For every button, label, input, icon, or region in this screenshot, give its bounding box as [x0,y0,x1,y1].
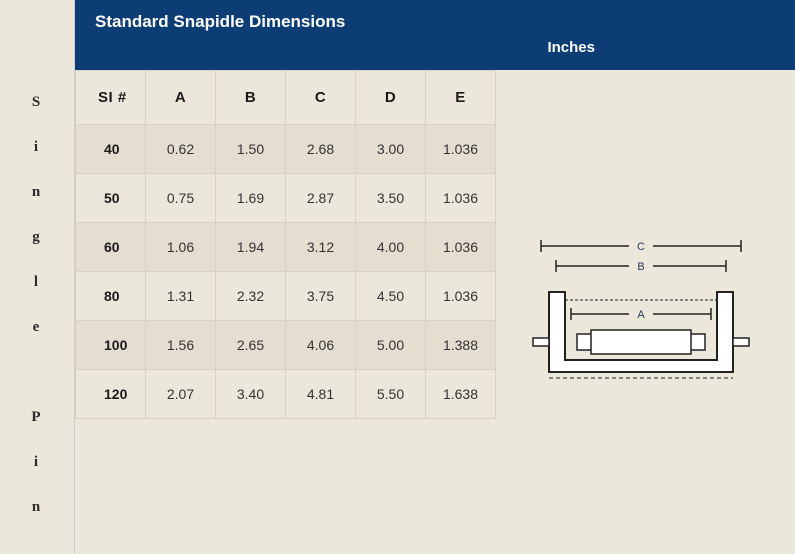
table-cell: 1.388 [426,321,496,370]
table-cell: 1.036 [426,125,496,174]
table-cell: 2.87 [286,174,356,223]
sidebar-char: n [31,170,42,215]
sidebar-char: i [31,125,42,170]
sidebar: Single Pin [0,0,75,554]
header-title: Standard Snapidle Dimensions [95,12,345,32]
table-row: 400.621.502.683.001.036 [76,125,496,174]
column-header: A [146,71,216,125]
table-cell: 1.50 [216,125,286,174]
table-cell: 3.12 [286,223,356,272]
main-column: Standard Snapidle Dimensions Inches SI #… [75,0,795,554]
dim-label-A: A [637,309,645,321]
table-cell: 40 [76,125,146,174]
sidebar-char: l [31,260,42,305]
table-cell: 100 [76,321,146,370]
sidebar-char: S [31,80,42,125]
table-cell: 3.00 [356,125,426,174]
table-cell: 80 [76,272,146,321]
table-cell: 2.07 [146,370,216,419]
sidebar-label: Single Pin [31,80,42,554]
table-cell: 2.68 [286,125,356,174]
table-row: 500.751.692.873.501.036 [76,174,496,223]
table-cell: 1.94 [216,223,286,272]
sidebar-char: n [31,485,42,530]
diagram-wrap: C B A [496,70,795,554]
table-cell: 1.56 [146,321,216,370]
sidebar-char: i [31,440,42,485]
table-cell: 1.036 [426,223,496,272]
table-cell: 2.65 [216,321,286,370]
column-header: E [426,71,496,125]
table-body: 400.621.502.683.001.036500.751.692.873.5… [76,125,496,419]
table-row: 601.061.943.124.001.036 [76,223,496,272]
table-header-row: SI #ABCDE [76,71,496,125]
table-row: 1001.562.654.065.001.388 [76,321,496,370]
table-row: 801.312.323.754.501.036 [76,272,496,321]
sidebar-char: P [31,395,42,440]
table-cell: 1.69 [216,174,286,223]
dim-label-C: C [637,241,645,253]
dimension-diagram: C B A [521,222,761,402]
table-row: 1202.073.404.815.501.638 [76,370,496,419]
table-cell: 60 [76,223,146,272]
table-cell: 1.036 [426,174,496,223]
header-units: Inches [547,39,595,56]
content-row: SI #ABCDE 400.621.502.683.001.036500.751… [75,70,795,554]
column-header: C [286,71,356,125]
dim-label-B: B [637,261,644,273]
sidebar-char: e [31,305,42,350]
column-header: SI # [76,71,146,125]
table-cell: 5.00 [356,321,426,370]
table-cell: 50 [76,174,146,223]
table-cell: 0.62 [146,125,216,174]
table-cell: 1.638 [426,370,496,419]
table-cell: 4.06 [286,321,356,370]
table-cell: 2.32 [216,272,286,321]
dimensions-table: SI #ABCDE 400.621.502.683.001.036500.751… [75,70,496,419]
table-cell: 5.50 [356,370,426,419]
sidebar-char [31,350,42,395]
table-cell: 1.31 [146,272,216,321]
table-cell: 3.50 [356,174,426,223]
table-cell: 3.40 [216,370,286,419]
table-cell: 4.00 [356,223,426,272]
table-cell: 4.50 [356,272,426,321]
page-container: Single Pin Standard Snapidle Dimensions … [0,0,795,554]
table-cell: 120 [76,370,146,419]
table-cell: 0.75 [146,174,216,223]
sidebar-char: g [31,215,42,260]
table-cell: 3.75 [286,272,356,321]
dimensions-table-wrap: SI #ABCDE 400.621.502.683.001.036500.751… [75,70,496,554]
table-cell: 1.036 [426,272,496,321]
table-cell: 1.06 [146,223,216,272]
column-header: B [216,71,286,125]
column-header: D [356,71,426,125]
header-bar: Standard Snapidle Dimensions Inches [75,0,795,70]
table-cell: 4.81 [286,370,356,419]
